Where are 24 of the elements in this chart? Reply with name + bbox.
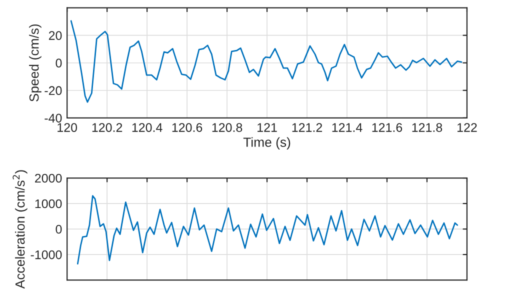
x-tick-label: 122 <box>458 123 477 132</box>
line-series <box>70 20 462 103</box>
y-tick-label: 0 <box>56 58 62 68</box>
y-tick-label: -1000 <box>30 250 62 260</box>
x-tick-label: 120.6 <box>172 123 202 132</box>
y-tick-label: 2000 <box>35 174 62 183</box>
x-tick-label: 120.8 <box>212 123 242 132</box>
x-tick-label: 121.8 <box>412 123 442 132</box>
x-tick-label: 121.6 <box>372 123 402 132</box>
y-tick-label: -40 <box>44 114 62 123</box>
y-axis-title: Speed (cm/s) <box>29 24 42 102</box>
y-tick-label: 20 <box>48 31 62 40</box>
x-tick-label: 120 <box>58 123 78 132</box>
line-series <box>76 195 458 265</box>
x-axis-title: Time (s) <box>243 137 290 150</box>
y-tick-label: 0 <box>56 224 62 234</box>
x-tick-label: 121.2 <box>292 123 322 132</box>
y-axis-title: Acceleration (cm/s$^{2}$) <box>12 170 28 289</box>
x-tick-label: 121.4 <box>332 123 362 132</box>
x-tick-label: 120.4 <box>132 123 162 132</box>
x-tick-label: 121 <box>258 123 277 132</box>
y-tick-label: -20 <box>44 86 62 96</box>
x-tick-label: 120.2 <box>92 123 122 132</box>
y-tick-label: 1000 <box>35 199 62 208</box>
